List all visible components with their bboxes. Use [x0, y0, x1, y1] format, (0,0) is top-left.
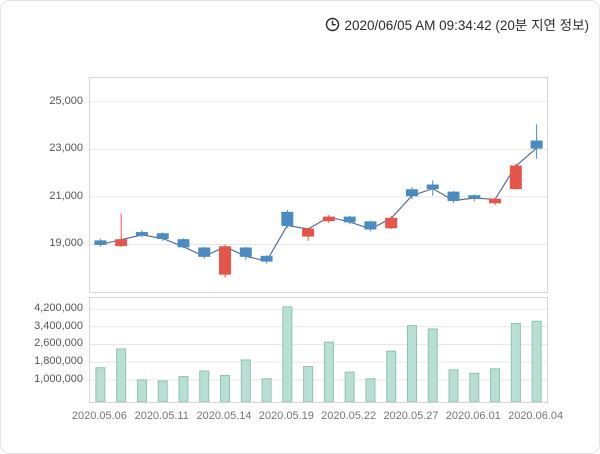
candle-body: [302, 228, 315, 237]
volume-tick-label: 3,400,000: [34, 319, 83, 332]
volume-bar: [365, 378, 376, 402]
date-tick-label: 2020.05.14: [196, 410, 252, 422]
price-chart-canvas: [90, 101, 547, 278]
volume-chart-canvas: [90, 306, 547, 402]
price-tick-label: 19,000: [49, 237, 83, 250]
date-tick-label: 2020.06.01: [445, 410, 501, 422]
price-chart: [89, 77, 548, 293]
close-price-line: [100, 147, 537, 262]
volume-bar: [240, 359, 251, 402]
timestamp-label: 2020/06/05 AM 09:34:42 (20분 지연 정보): [344, 18, 589, 33]
volume-bar: [448, 369, 459, 402]
volume-bar: [95, 367, 106, 402]
date-tick-label: 2020.05.22: [321, 410, 377, 422]
volume-tick-label: 2,600,000: [34, 337, 83, 350]
volume-bar: [116, 348, 127, 402]
candle-body: [364, 221, 377, 230]
candle-body: [530, 140, 543, 149]
candle-body: [219, 246, 232, 275]
volume-chart: [89, 297, 548, 403]
candle-body: [509, 165, 522, 190]
candle-body: [177, 239, 190, 248]
volume-bar: [157, 380, 168, 402]
volume-bar: [282, 306, 293, 402]
candle-body: [468, 195, 481, 199]
candle-body: [322, 216, 335, 222]
volume-bar: [303, 366, 314, 402]
candle-body: [405, 189, 418, 197]
volume-bar: [510, 322, 521, 402]
volume-bar: [261, 378, 272, 402]
volume-tick-label: 1,000,000: [34, 372, 83, 385]
candle-body: [447, 191, 460, 201]
candle-body: [426, 184, 439, 190]
candle-body: [135, 232, 148, 236]
volume-bar: [469, 372, 480, 402]
date-tick-label: 2020.05.06: [71, 410, 127, 422]
date-tick-label: 2020.06.04: [508, 410, 564, 422]
volume-bar: [344, 371, 355, 402]
volume-bar: [323, 341, 334, 402]
date-tick-label: 2020.05.11: [134, 410, 189, 422]
candle-body: [115, 239, 128, 247]
candle-body: [260, 255, 273, 262]
volume-bar: [178, 376, 189, 402]
volume-tick-label: 4,200,000: [34, 302, 83, 315]
price-tick-label: 23,000: [49, 142, 83, 155]
volume-bar: [490, 368, 501, 402]
candle-body: [489, 198, 502, 204]
price-tick-label: 25,000: [49, 94, 83, 107]
candle-body: [385, 217, 398, 229]
volume-bar: [427, 328, 438, 402]
price-tick-label: 21,000: [49, 189, 83, 202]
candle-body: [343, 216, 356, 223]
volume-bar: [136, 379, 147, 402]
volume-bar: [386, 350, 397, 402]
candle-body: [94, 240, 107, 245]
candle-body: [281, 211, 294, 226]
candle-body: [156, 233, 169, 240]
candle-body: [239, 247, 252, 257]
candle-body: [198, 247, 211, 257]
clock-icon: [325, 17, 340, 32]
volume-bar: [531, 320, 542, 402]
volume-bar: [406, 325, 417, 402]
date-tick-label: 2020.05.27: [383, 410, 439, 422]
volume-tick-label: 1,800,000: [34, 355, 83, 368]
volume-bar: [220, 374, 231, 402]
date-tick-label: 2020.05.19: [258, 410, 314, 422]
volume-bar: [199, 370, 210, 402]
delayed-quote-header: 2020/06/05 AM 09:34:42 (20분 지연 정보): [325, 14, 589, 34]
